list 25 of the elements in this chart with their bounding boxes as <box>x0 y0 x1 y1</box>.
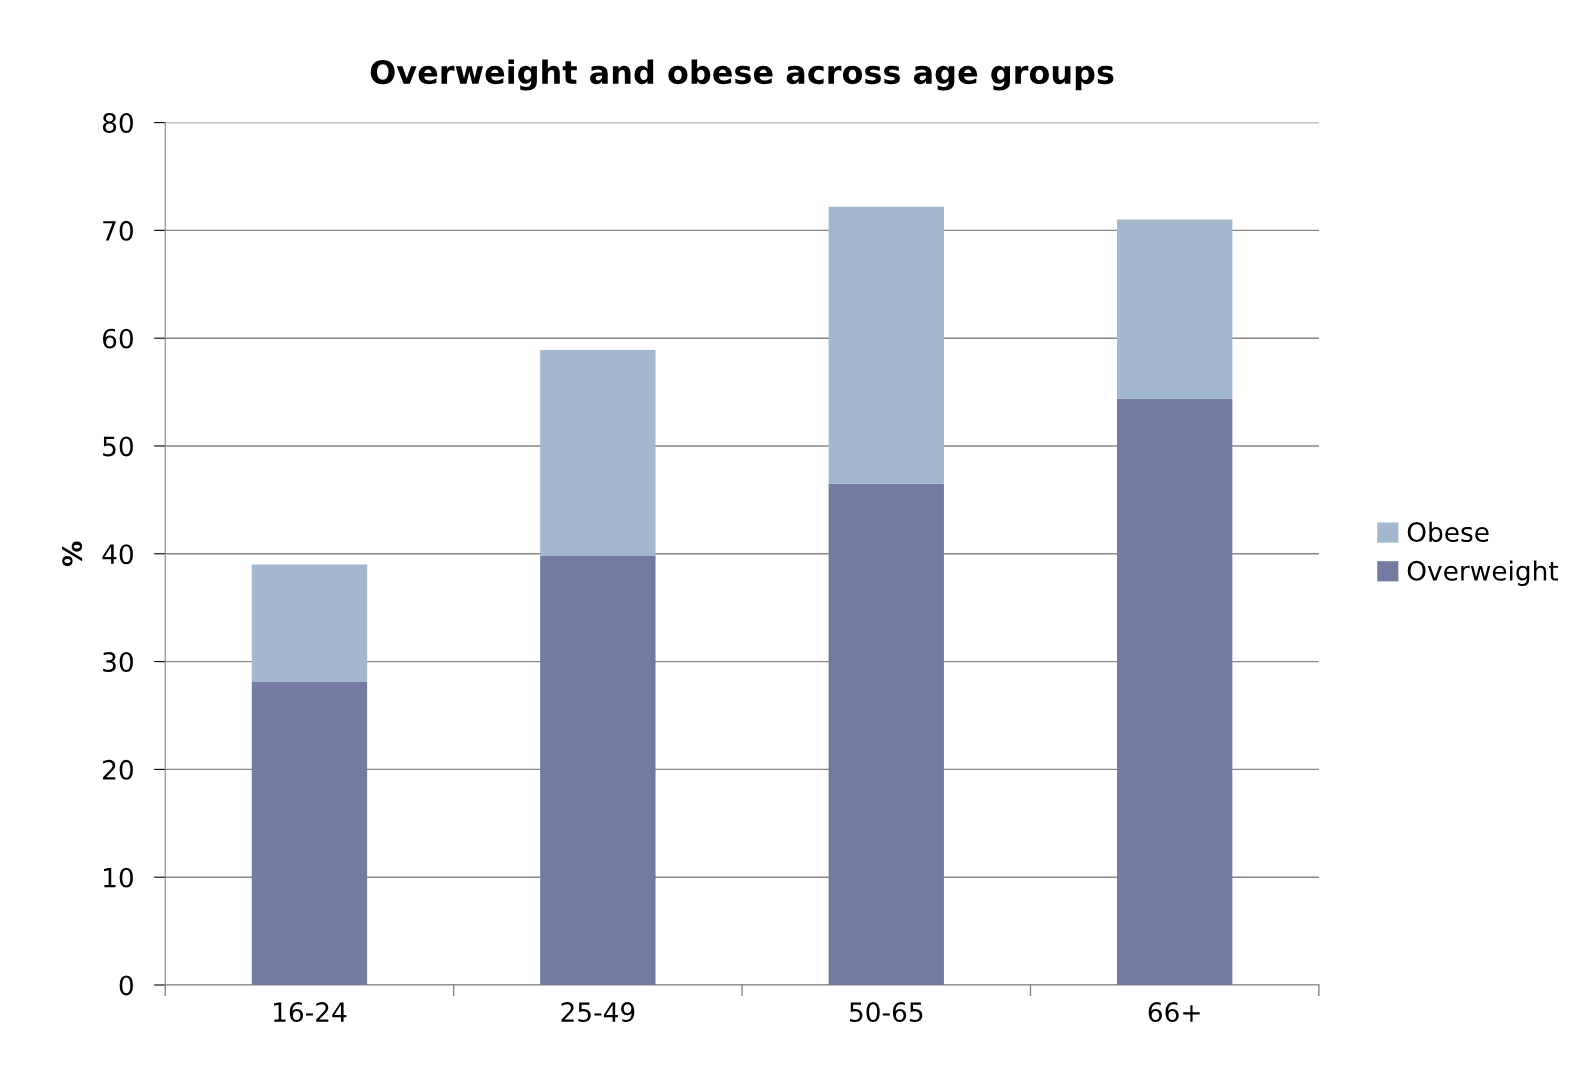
legend-label: Obese <box>1407 521 1489 543</box>
chart-title: Overweight and obese across age groups <box>370 59 1114 91</box>
y-tick-label: 0 <box>119 975 133 996</box>
y-tick-label: 70 <box>103 220 133 241</box>
bar <box>540 555 656 985</box>
y-axis-title: % <box>62 541 83 567</box>
y-tick-label: 30 <box>103 652 133 672</box>
bar <box>828 483 944 985</box>
x-tick-label: 50-65 <box>849 1002 923 1023</box>
y-tick-label: 20 <box>103 759 133 780</box>
bar <box>251 564 368 683</box>
bar <box>1116 398 1233 985</box>
legend-label: Overweight <box>1407 560 1559 586</box>
x-tick-label: 66+ <box>1148 1002 1200 1023</box>
bar <box>540 350 656 556</box>
y-tick-label: 40 <box>102 544 133 565</box>
x-tick-label: 25-49 <box>561 1002 635 1023</box>
bar <box>251 682 368 985</box>
bar <box>828 206 944 484</box>
y-tick-label: 80 <box>102 113 133 133</box>
y-tick-label: 60 <box>102 328 133 349</box>
y-tick-label: 50 <box>103 436 133 457</box>
x-tick-label: 16-24 <box>274 1002 347 1023</box>
y-tick-label: 10 <box>104 867 133 888</box>
bar <box>1116 219 1233 399</box>
